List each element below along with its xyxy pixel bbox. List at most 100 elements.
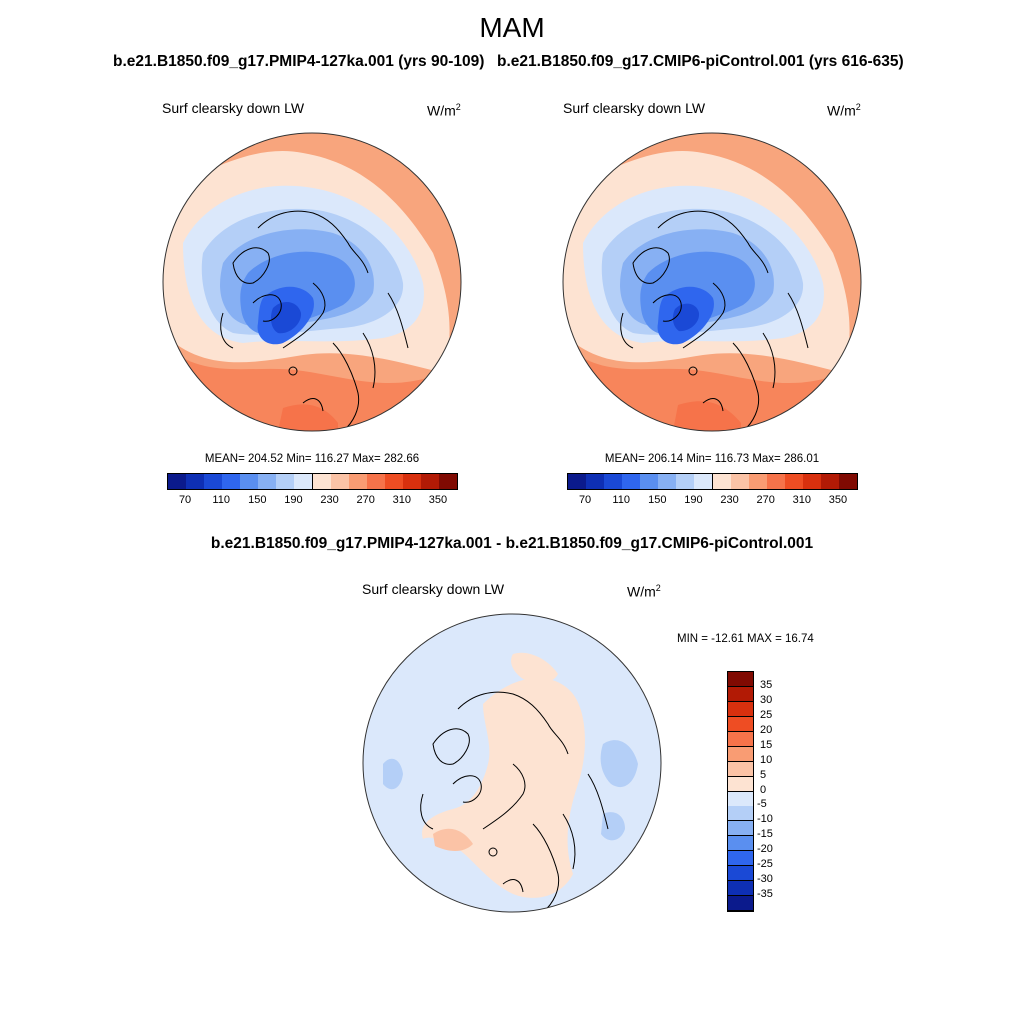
difference-colorbar-swatch <box>728 746 753 762</box>
panel1-colorbar-swatch <box>438 474 458 489</box>
difference-colorbar-swatch <box>728 881 753 897</box>
panel1-title: b.e21.B1850.f09_g17.PMIP4-127ka.001 (yrs… <box>113 53 485 70</box>
difference-title: b.e21.B1850.f09_g17.PMIP4-127ka.001 - b.… <box>210 535 814 552</box>
panel2-colorbar-swatch <box>784 474 804 489</box>
difference-colorbar-tick-label: 15 <box>760 738 773 751</box>
difference-minmax: MIN = -12.61 MAX = 16.74 <box>677 633 814 645</box>
panel2-colorbar-swatch <box>712 474 732 489</box>
panel2-colorbar-tick-label: 70 <box>578 494 592 506</box>
difference-colorbar-swatch <box>728 761 753 777</box>
difference-colorbar-tick-label: 35 <box>760 678 773 691</box>
panel1-colorbar-swatch <box>168 474 187 489</box>
panel1-colorbar-tick-label: 310 <box>392 494 411 506</box>
panel2-colorbar <box>567 473 858 490</box>
panel1-colorbar-swatch <box>186 474 206 489</box>
difference-variable-label: Surf clearsky down LW <box>362 581 505 597</box>
panel1-colorbar-swatch <box>366 474 386 489</box>
difference-colorbar-swatch <box>728 716 753 732</box>
difference-colorbar-swatch <box>728 866 753 882</box>
panel1-colorbar-swatch <box>420 474 440 489</box>
panel1-colorbar-swatch <box>312 474 332 489</box>
panel1-polar-map <box>162 132 462 432</box>
panel2-colorbar-swatch <box>730 474 750 489</box>
panel2-units: W/m2 <box>827 102 861 119</box>
panel2-colorbar-tick-label: 350 <box>828 494 848 506</box>
difference-colorbar-tick-label: -35 <box>757 888 773 901</box>
panel1-colorbar-swatch <box>222 474 242 489</box>
panel1-colorbar-swatch <box>402 474 422 489</box>
panel2-colorbar-swatch <box>694 474 714 489</box>
panel1-colorbar-tick-label: 270 <box>356 494 375 506</box>
panel1-colorbar-swatch <box>330 474 350 489</box>
difference-colorbar-swatch <box>728 791 753 807</box>
panel2-colorbar-swatch <box>766 474 786 489</box>
difference-colorbar-tick-label: -15 <box>757 828 773 841</box>
panel2-colorbar-swatch <box>802 474 822 489</box>
panel2-colorbar-tick-label: 270 <box>756 494 775 506</box>
panel2-colorbar-swatch <box>676 474 696 489</box>
panel1-units: W/m2 <box>427 102 461 119</box>
difference-colorbar-swatch <box>728 731 753 747</box>
difference-colorbar-ticks: 35 30 25 20 15 10 5 0 -5 -10 -15 -20 -25 -30 -35 <box>757 671 800 910</box>
panel1-colorbar-tick-label: 350 <box>428 494 448 506</box>
panel1-colorbar-swatch <box>348 474 368 489</box>
panel2-variable-label: Surf clearsky down LW <box>563 100 706 116</box>
panel1-colorbar-swatch <box>276 474 296 489</box>
panel1-variable-label: Surf clearsky down LW <box>162 100 305 116</box>
difference-colorbar-swatch <box>728 672 753 687</box>
difference-units: W/m2 <box>627 583 661 600</box>
panel2-colorbar-swatch <box>658 474 678 489</box>
difference-colorbar-tick-label: -20 <box>757 843 773 856</box>
difference-colorbar-swatch <box>728 701 753 717</box>
panel1-colorbar-swatch <box>258 474 278 489</box>
figure-title: MAM <box>479 12 545 43</box>
difference-colorbar <box>727 671 754 912</box>
panel1-colorbar <box>167 473 458 490</box>
difference-polar-map <box>362 613 662 913</box>
panel1-colorbar-tick-label: 150 <box>248 494 267 506</box>
difference-colorbar-tick-label: 10 <box>760 753 773 766</box>
panel1-stats: MEAN= 204.52 Min= 116.27 Max= 282.66 <box>204 453 420 465</box>
difference-colorbar-swatch <box>728 836 753 852</box>
difference-colorbar-tick-label: -30 <box>757 873 773 886</box>
panel2-colorbar-tick-label: 150 <box>648 494 667 506</box>
panel2-colorbar-swatch <box>838 474 858 489</box>
panel2-colorbar-swatch <box>604 474 624 489</box>
difference-colorbar-tick-label: 0 <box>760 783 767 796</box>
difference-colorbar-swatch <box>728 821 753 837</box>
panel1-colorbar-tick-label: 230 <box>320 494 339 506</box>
panel2-colorbar-tick-label: 190 <box>684 494 703 506</box>
panel2-title: b.e21.B1850.f09_g17.CMIP6-piControl.001 … <box>497 53 904 70</box>
difference-colorbar-tick-label: -10 <box>757 813 773 826</box>
difference-colorbar-swatch <box>728 806 753 822</box>
panel1-colorbar-ticks: 70 110 150 190 230 270 310 350 <box>167 494 456 508</box>
panel1-colorbar-tick-label: 70 <box>178 494 192 506</box>
difference-colorbar-swatch <box>728 686 753 702</box>
difference-colorbar-swatch <box>728 896 753 912</box>
panel1-colorbar-swatch <box>204 474 224 489</box>
difference-colorbar-swatch <box>728 776 753 792</box>
panel2-colorbar-tick-label: 110 <box>612 494 630 506</box>
panel2-colorbar-ticks: 70 110 150 190 230 270 310 350 <box>567 494 856 508</box>
panel1-colorbar-swatch <box>240 474 260 489</box>
panel2-polar-map <box>562 132 862 432</box>
difference-colorbar-tick-label: 25 <box>760 708 773 721</box>
difference-colorbar-tick-label: -25 <box>757 858 773 871</box>
difference-colorbar-swatch <box>728 851 753 867</box>
panel2-colorbar-swatch <box>640 474 660 489</box>
panel2-stats: MEAN= 206.14 Min= 116.73 Max= 286.01 <box>604 453 820 465</box>
panel1-colorbar-tick-label: 190 <box>284 494 303 506</box>
difference-colorbar-tick-label: 5 <box>760 768 767 781</box>
panel1-colorbar-swatch <box>294 474 314 489</box>
difference-colorbar-tick-label: -5 <box>757 798 767 811</box>
panel2-colorbar-tick-label: 230 <box>720 494 739 506</box>
panel1-colorbar-tick-label: 110 <box>212 494 230 506</box>
difference-colorbar-tick-label: 30 <box>760 693 773 706</box>
difference-colorbar-tick-label: 20 <box>760 723 773 736</box>
panel2-colorbar-swatch <box>748 474 768 489</box>
panel1-colorbar-swatch <box>384 474 404 489</box>
panel2-colorbar-swatch <box>820 474 840 489</box>
panel2-colorbar-tick-label: 310 <box>792 494 811 506</box>
panel2-colorbar-swatch <box>622 474 642 489</box>
panel2-colorbar-swatch <box>586 474 606 489</box>
